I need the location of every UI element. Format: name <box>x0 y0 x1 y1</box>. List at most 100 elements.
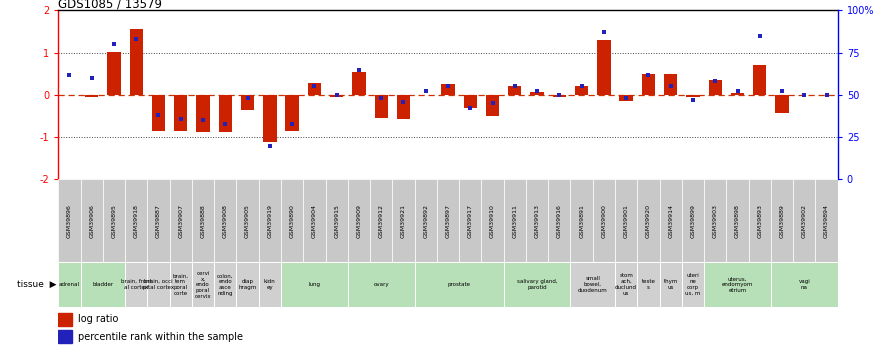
Bar <box>571 179 593 262</box>
Bar <box>486 95 499 116</box>
Text: GSM39914: GSM39914 <box>668 204 673 238</box>
Bar <box>263 95 277 142</box>
Bar <box>151 95 165 131</box>
Bar <box>237 179 259 262</box>
Bar <box>637 179 659 262</box>
Point <box>463 106 478 111</box>
Text: adrenal: adrenal <box>59 282 80 287</box>
Bar <box>241 95 254 110</box>
Bar <box>85 95 99 97</box>
Point <box>775 89 789 94</box>
Text: colon,
endo
asce
nding: colon, endo asce nding <box>217 274 234 296</box>
Point <box>820 92 834 98</box>
Text: GSM39901: GSM39901 <box>624 204 629 238</box>
Text: brain, occi
pital cortex: brain, occi pital cortex <box>142 279 174 290</box>
Bar <box>642 74 655 95</box>
Point <box>619 96 633 101</box>
Bar <box>259 179 281 262</box>
Point <box>552 92 566 98</box>
Bar <box>192 262 214 307</box>
Bar <box>348 179 370 262</box>
Point <box>753 33 767 38</box>
Bar <box>442 84 454 95</box>
Bar <box>686 95 700 97</box>
Text: GSM39916: GSM39916 <box>556 204 562 238</box>
Text: vagi
na: vagi na <box>798 279 810 290</box>
Point <box>441 84 455 89</box>
Bar <box>415 262 504 307</box>
Text: GSM39921: GSM39921 <box>401 204 406 238</box>
Bar <box>325 179 348 262</box>
Point <box>174 116 188 121</box>
Bar <box>615 262 637 307</box>
Text: percentile rank within the sample: percentile rank within the sample <box>78 332 243 342</box>
Point <box>240 96 254 101</box>
Bar <box>303 179 325 262</box>
Bar <box>259 262 281 307</box>
Bar <box>619 95 633 101</box>
Bar <box>637 262 659 307</box>
Text: uteri
ne
corp
us, m: uteri ne corp us, m <box>685 274 701 296</box>
Bar <box>370 179 392 262</box>
Text: GSM39903: GSM39903 <box>712 204 718 238</box>
Bar <box>237 262 259 307</box>
Bar <box>437 179 459 262</box>
Bar <box>192 179 214 262</box>
Bar <box>727 179 749 262</box>
Point <box>664 84 678 89</box>
Text: stom
ach,
duclund
us: stom ach, duclund us <box>616 274 637 296</box>
Text: GSM39908: GSM39908 <box>223 204 228 238</box>
Bar <box>281 262 348 307</box>
Bar <box>815 179 838 262</box>
Text: GSM39917: GSM39917 <box>468 204 473 238</box>
Bar <box>749 179 771 262</box>
Bar <box>214 262 237 307</box>
Bar <box>415 179 437 262</box>
Text: brain,
tem
poral
corte: brain, tem poral corte <box>173 274 189 296</box>
Bar <box>58 330 73 343</box>
Bar <box>392 179 415 262</box>
Text: GSM39896: GSM39896 <box>67 204 72 238</box>
Bar <box>771 179 793 262</box>
Text: GSM39906: GSM39906 <box>89 204 94 238</box>
Point <box>84 75 99 81</box>
Text: GSM39887: GSM39887 <box>156 204 161 238</box>
Bar <box>754 65 766 95</box>
Bar <box>771 262 838 307</box>
Bar <box>659 262 682 307</box>
Point <box>151 112 166 118</box>
Bar <box>214 179 237 262</box>
Text: ovary: ovary <box>374 282 389 287</box>
Text: GSM39905: GSM39905 <box>245 204 250 238</box>
Bar <box>125 179 147 262</box>
Text: GSM39909: GSM39909 <box>357 204 361 238</box>
Point <box>685 97 700 103</box>
Point <box>129 36 143 42</box>
Bar <box>659 179 682 262</box>
Text: GSM39891: GSM39891 <box>579 204 584 238</box>
Text: GSM39913: GSM39913 <box>535 204 539 238</box>
Point <box>374 96 388 101</box>
Point <box>218 121 232 126</box>
Bar <box>571 262 615 307</box>
Bar <box>682 262 704 307</box>
Bar <box>481 179 504 262</box>
Point <box>285 121 299 126</box>
Text: GSM39895: GSM39895 <box>111 204 116 238</box>
Bar <box>281 179 303 262</box>
Bar <box>352 72 366 95</box>
Bar <box>108 52 121 95</box>
Bar <box>664 74 677 95</box>
Bar <box>459 179 481 262</box>
Bar <box>682 179 704 262</box>
Point <box>708 79 722 84</box>
Text: GSM39920: GSM39920 <box>646 204 651 238</box>
Bar <box>147 179 169 262</box>
Text: GSM39890: GSM39890 <box>289 204 295 238</box>
Bar <box>169 262 192 307</box>
Bar <box>504 179 526 262</box>
Bar <box>103 179 125 262</box>
Text: GSM39893: GSM39893 <box>757 204 762 238</box>
Text: tissue  ▶: tissue ▶ <box>16 280 56 289</box>
Bar <box>593 179 615 262</box>
